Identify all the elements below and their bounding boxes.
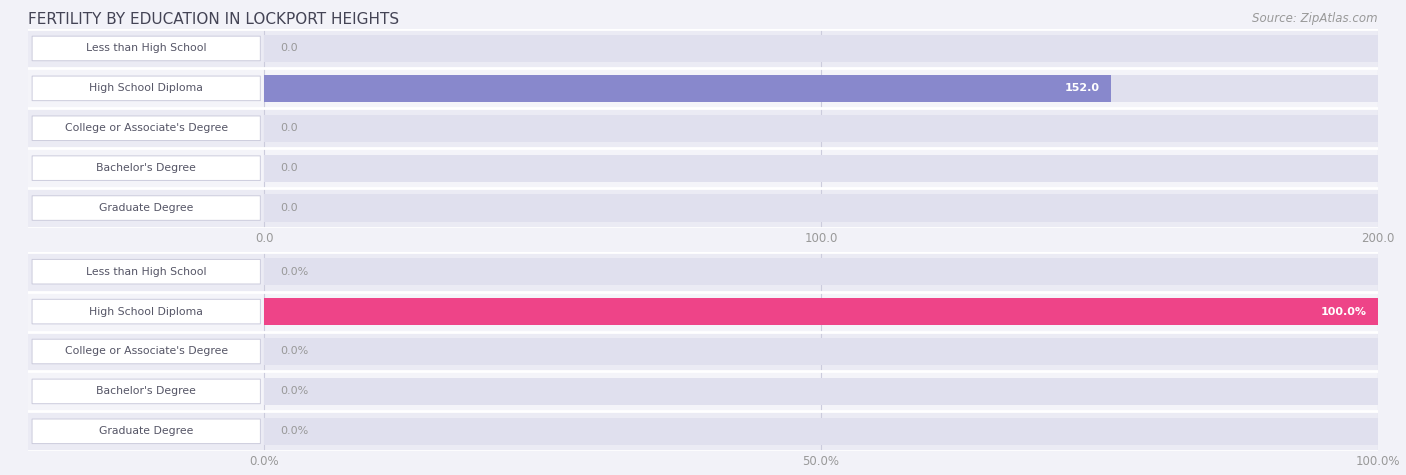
Bar — [28, 371, 1378, 411]
Bar — [264, 194, 1378, 222]
FancyBboxPatch shape — [32, 299, 260, 324]
Bar — [264, 298, 1378, 325]
Bar — [264, 35, 1378, 62]
FancyBboxPatch shape — [32, 196, 260, 220]
FancyBboxPatch shape — [32, 379, 260, 404]
FancyBboxPatch shape — [32, 116, 260, 141]
FancyBboxPatch shape — [32, 339, 260, 364]
Text: College or Associate's Degree: College or Associate's Degree — [65, 346, 228, 357]
Text: 0.0: 0.0 — [281, 43, 298, 54]
Text: FERTILITY BY EDUCATION IN LOCKPORT HEIGHTS: FERTILITY BY EDUCATION IN LOCKPORT HEIGH… — [28, 12, 399, 27]
FancyBboxPatch shape — [32, 156, 260, 180]
Bar — [264, 258, 1378, 285]
Bar — [28, 28, 1378, 68]
Text: Less than High School: Less than High School — [86, 266, 207, 277]
Text: Source: ZipAtlas.com: Source: ZipAtlas.com — [1253, 12, 1378, 25]
Bar — [28, 252, 1378, 292]
Text: 0.0%: 0.0% — [281, 346, 309, 357]
Text: High School Diploma: High School Diploma — [90, 306, 202, 317]
Text: Bachelor's Degree: Bachelor's Degree — [96, 163, 197, 173]
Bar — [264, 75, 1378, 102]
Text: 0.0%: 0.0% — [281, 386, 309, 397]
Bar — [28, 411, 1378, 451]
FancyBboxPatch shape — [32, 76, 260, 101]
Bar — [28, 188, 1378, 228]
Bar — [28, 292, 1378, 332]
Text: High School Diploma: High School Diploma — [90, 83, 202, 94]
Text: 0.0%: 0.0% — [281, 266, 309, 277]
Text: Less than High School: Less than High School — [86, 43, 207, 54]
Bar — [264, 378, 1378, 405]
FancyBboxPatch shape — [32, 259, 260, 284]
Bar — [28, 148, 1378, 188]
Text: Bachelor's Degree: Bachelor's Degree — [96, 386, 197, 397]
Text: 152.0: 152.0 — [1064, 83, 1099, 94]
Text: 0.0: 0.0 — [281, 163, 298, 173]
Text: College or Associate's Degree: College or Associate's Degree — [65, 123, 228, 133]
Bar — [28, 332, 1378, 371]
Bar — [264, 75, 1111, 102]
Bar — [264, 298, 1378, 325]
Text: 0.0%: 0.0% — [281, 426, 309, 437]
Text: Graduate Degree: Graduate Degree — [98, 426, 194, 437]
FancyBboxPatch shape — [32, 419, 260, 444]
Text: 0.0: 0.0 — [281, 123, 298, 133]
Bar — [28, 68, 1378, 108]
FancyBboxPatch shape — [32, 36, 260, 61]
Bar — [264, 418, 1378, 445]
Bar — [264, 338, 1378, 365]
Text: 0.0: 0.0 — [281, 203, 298, 213]
Bar — [264, 114, 1378, 142]
Text: 100.0%: 100.0% — [1322, 306, 1367, 317]
Bar — [28, 108, 1378, 148]
Bar — [264, 154, 1378, 182]
Text: Graduate Degree: Graduate Degree — [98, 203, 194, 213]
